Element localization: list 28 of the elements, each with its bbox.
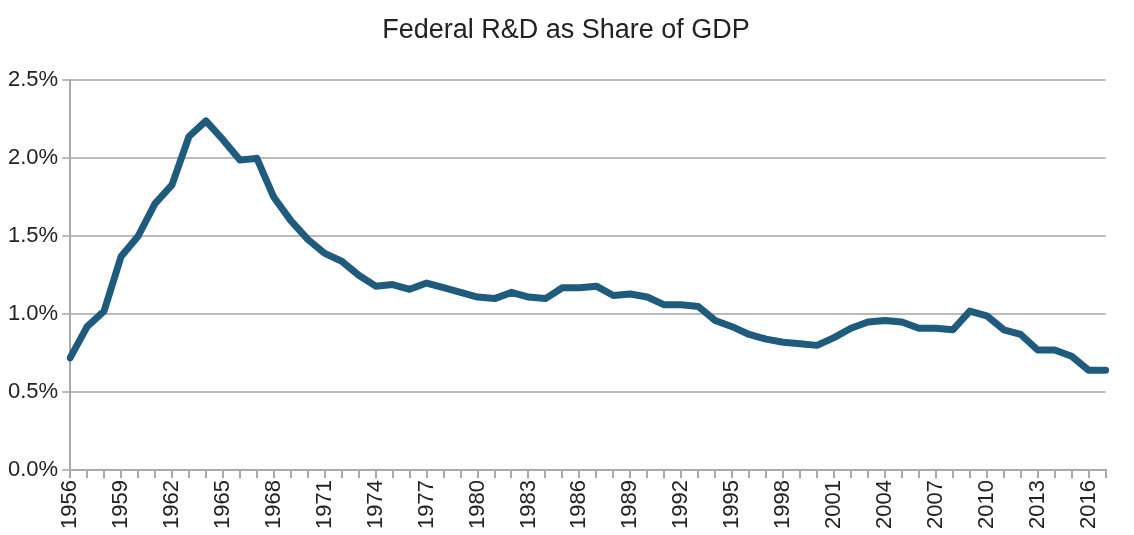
y-tick-label: 0.0% [7,456,59,482]
x-tick-label: 2001 [820,480,846,530]
x-tick-label: 1962 [158,480,184,530]
x-tick-label: 2013 [1023,480,1049,530]
x-tick-label: 2010 [972,480,998,530]
x-tick-label: 1974 [361,480,387,530]
chart-title: Federal R&D as Share of GDP [382,13,750,44]
x-tick-label: 1965 [208,480,234,530]
y-tick-label: 2.5% [7,66,59,92]
x-tick-label: 1971 [310,480,336,530]
x-tick-label: 1998 [769,480,795,530]
x-tick-label: 1956 [56,480,82,530]
x-tick-label: 2016 [1074,480,1100,530]
x-tick-label: 1986 [565,480,591,530]
y-tick-label: 0.5% [7,378,59,404]
x-tick-label: 1992 [667,480,693,530]
x-tick-label: 1977 [412,480,438,530]
x-tick-label: 1959 [107,480,133,530]
x-tick-label: 1983 [514,480,540,530]
y-tick-label: 2.0% [7,144,59,170]
y-tick-label: 1.5% [7,222,59,248]
x-tick-label: 2004 [870,480,896,530]
x-tick-label: 1995 [718,480,744,530]
y-tick-label: 1.0% [7,300,59,326]
x-tick-label: 1989 [616,480,642,530]
x-tick-label: 1968 [259,480,285,530]
x-tick-label: 1980 [463,480,489,530]
x-tick-label: 2007 [921,480,947,530]
